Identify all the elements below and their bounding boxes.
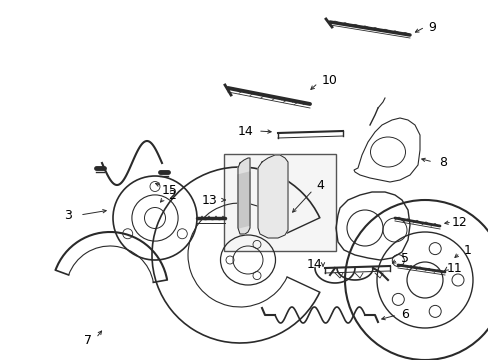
Text: 2: 2 [168, 189, 176, 202]
Text: 11: 11 [446, 261, 462, 274]
Text: 10: 10 [322, 73, 337, 86]
Text: 14: 14 [238, 125, 253, 138]
Text: 8: 8 [438, 156, 446, 168]
Text: 13: 13 [202, 194, 218, 207]
Text: 5: 5 [400, 252, 408, 265]
Text: 1: 1 [463, 243, 471, 257]
Text: 6: 6 [400, 309, 408, 321]
Polygon shape [238, 172, 249, 228]
Text: 7: 7 [84, 333, 92, 346]
Text: 15: 15 [162, 184, 178, 197]
FancyBboxPatch shape [224, 154, 335, 251]
Text: 9: 9 [427, 21, 435, 33]
Text: 4: 4 [315, 179, 323, 192]
Polygon shape [238, 158, 249, 234]
Text: 14: 14 [306, 258, 322, 271]
Text: 12: 12 [451, 216, 467, 229]
Polygon shape [258, 155, 287, 238]
Text: 3: 3 [64, 208, 72, 221]
